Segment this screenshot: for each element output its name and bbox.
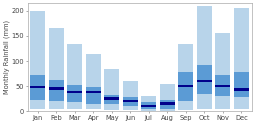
Bar [30,75,45,100]
Bar [104,94,119,104]
Bar [49,80,64,101]
Bar [85,91,101,93]
Bar [214,75,230,96]
Bar [30,86,45,88]
Bar [122,81,137,110]
Bar [85,54,101,108]
Bar [233,88,248,91]
Bar [214,85,230,87]
Bar [49,87,64,90]
Bar [49,29,64,108]
Y-axis label: Monthly Rainfall (mm): Monthly Rainfall (mm) [4,20,10,94]
Bar [141,96,156,111]
Bar [196,65,211,93]
Bar [104,69,119,110]
Bar [159,100,174,108]
Bar [233,72,248,97]
Bar [141,105,156,107]
Bar [196,80,211,82]
Bar [85,87,101,104]
Bar [141,102,156,108]
Bar [233,8,248,108]
Bar [122,100,137,102]
Bar [178,85,193,87]
Bar [178,72,193,101]
Bar [67,44,82,108]
Bar [67,91,82,93]
Bar [30,11,45,108]
Bar [159,84,174,111]
Bar [159,102,174,105]
Bar [122,97,137,106]
Bar [214,33,230,108]
Bar [196,6,211,108]
Bar [178,44,193,110]
Bar [67,85,82,102]
Bar [104,97,119,100]
